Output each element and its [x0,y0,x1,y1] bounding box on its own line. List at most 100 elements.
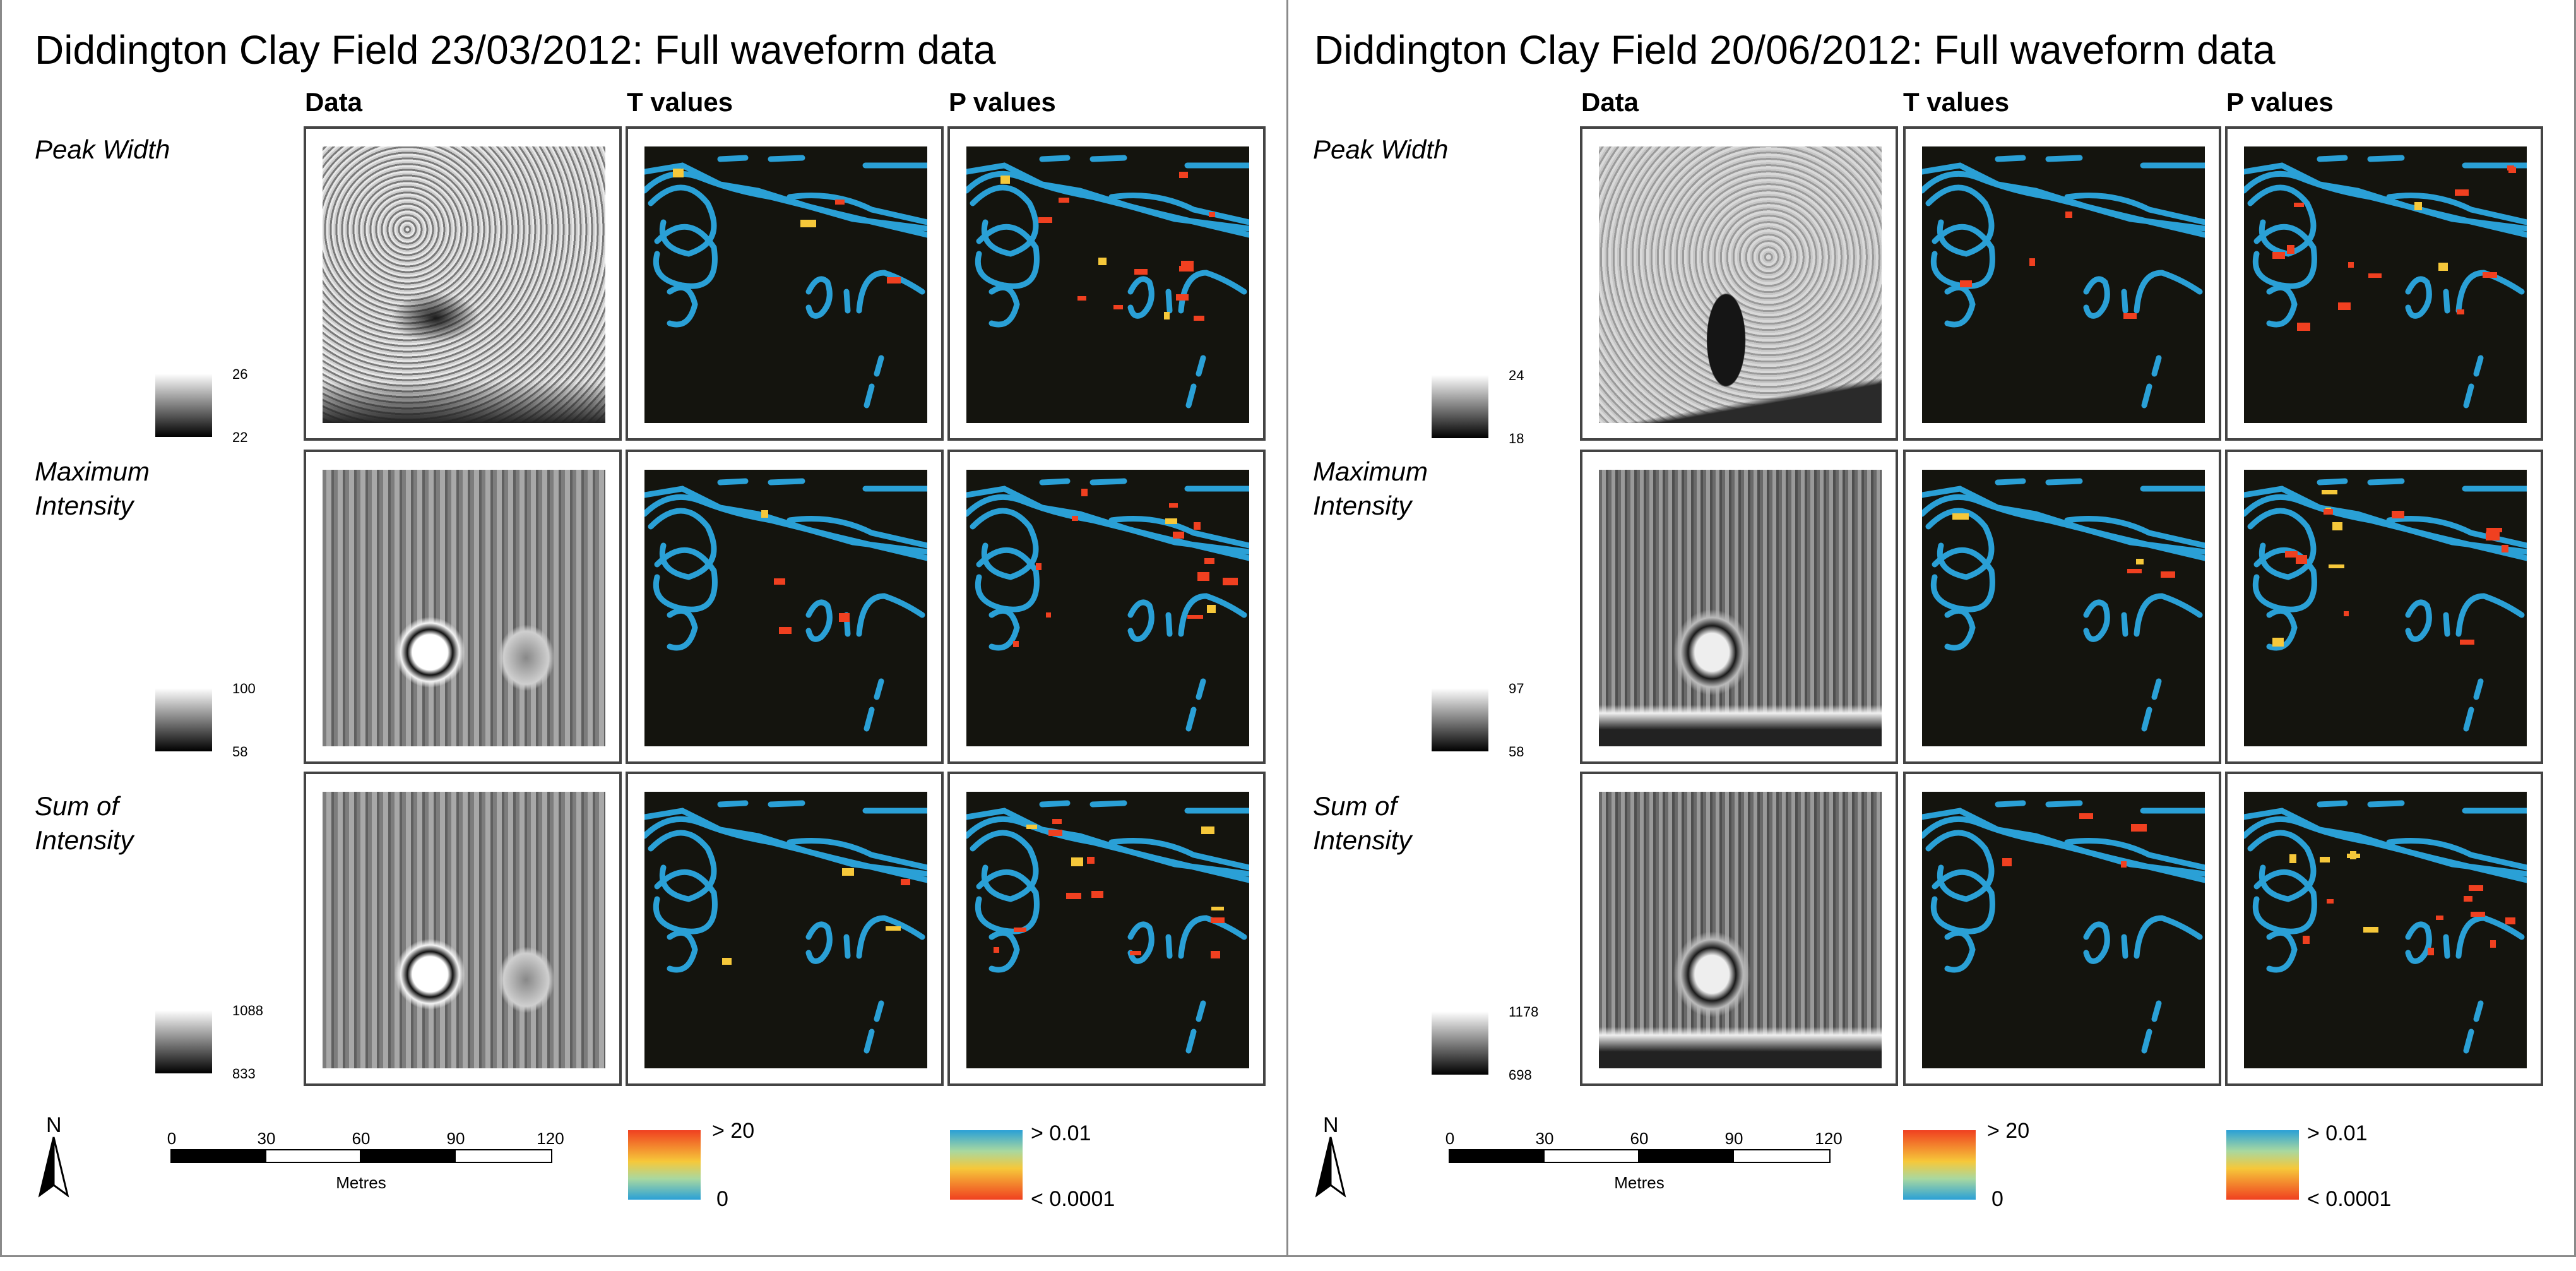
feature-line [1922,816,2205,883]
p-map-peak-width [2225,126,2543,441]
feature-line [667,929,698,973]
significance-patch [1960,280,1972,287]
grayscale-raster [1599,146,1882,423]
t-map-sum-of-intensity [1903,772,2221,1086]
legend-max-label: 100 [232,681,256,696]
row-label-sum-of-intensity: Sum of Intensity [35,791,134,855]
data-legend-peak-width [155,374,212,437]
significance-patch [2348,262,2354,268]
feature-line [805,276,833,319]
feature-line [1178,593,1247,637]
feature-line [2045,478,2083,486]
significance-patch [2332,522,2342,530]
feature-line [856,915,925,959]
data-legend-peak-width [1432,375,1488,438]
significance-patch [1026,825,1037,829]
significance-patch [1000,176,1010,184]
significance-patch [2428,948,2434,955]
feature-line [805,921,833,964]
feature-line [966,816,1249,883]
significance-patch [2486,532,2500,540]
significance-patch [2121,861,2127,868]
north-arrow: N [35,1113,73,1203]
significance-patch [2469,885,2483,891]
panel-march: Diddington Clay Field 23/03/2012: Full w… [0,0,1281,1253]
feature-line [1925,184,1995,257]
scale-bar [170,1149,552,1164]
significance-patch [2065,212,2072,218]
significance-patch [1048,830,1062,836]
significance-patch [1194,316,1204,321]
feature-line [717,478,749,486]
data-image-maximum-intensity [304,450,622,764]
significance-patch [2350,851,2356,859]
legend-max-label: 26 [232,366,248,382]
feature-line [874,1000,884,1022]
t-values-colorbar [1903,1130,1976,1200]
feature-line [2134,270,2203,314]
feature-line [2463,707,2474,732]
feature-line [856,270,925,314]
feature-line [786,516,927,549]
scale-tick-label: 120 [537,1129,564,1148]
feature-line [1039,800,1071,808]
feature-line [2141,383,2152,409]
significance-patch [901,879,910,885]
significance-patch [1209,212,1215,217]
feature-line [2317,800,2348,808]
feature-line [2141,707,2152,732]
panel-divider [1286,0,1288,1256]
significance-patch [1164,312,1170,319]
significance-patch [779,627,792,634]
scale-unit-label: Metres [336,1173,386,1192]
feature-map [644,470,927,746]
column-header-p-values: P values [949,87,1056,117]
significance-patch [2392,511,2404,518]
significance-patch [1207,605,1216,613]
feature-line [2266,284,2298,328]
significance-patch [2294,203,2304,207]
feature-line [2463,383,2474,409]
feature-line [2252,547,2317,612]
feature-line [1089,800,1127,808]
significance-patch [2486,528,2502,532]
legend-max-label: 1178 [1509,1004,1539,1020]
feature-line [1127,276,1154,319]
feature-line [874,678,884,700]
feature-line [864,707,875,732]
scale-tick-label: 120 [1815,1129,1843,1148]
column-header-data: Data [305,87,363,117]
significance-patch [1077,296,1086,301]
p-values-colorbar [2226,1130,2299,1200]
significance-patch [2368,273,2382,278]
significance-patch [2414,202,2422,210]
frame-bottom-border [0,1255,2576,1257]
significance-patch [1091,891,1103,898]
feature-line [2367,800,2405,808]
significance-patch [1052,819,1062,824]
scale-tick-label: 90 [1724,1129,1743,1148]
feature-line [2405,599,2432,642]
significance-patch [2502,545,2508,552]
significance-patch [2320,857,2330,862]
data-image-sum-of-intensity [304,772,622,1086]
row-label-maximum-intensity: Maximum Intensity [1313,456,1428,520]
feature-line [1165,289,1173,314]
feature-line [856,593,925,637]
feature-line [2473,355,2484,377]
significance-patch [1072,516,1078,521]
feature-map [1922,470,2205,746]
significance-patch [673,169,684,177]
feature-line [1089,155,1127,162]
feature-map [966,470,1249,746]
feature-line [2473,678,2484,700]
feature-line [1922,170,2205,238]
significance-patch [2079,813,2093,819]
grayscale-raster [323,146,605,423]
feature-line [2151,1000,2162,1022]
feature-map [644,146,927,423]
feature-map [966,146,1249,423]
significance-patch [2287,245,2294,254]
panel-june: Diddington Clay Field 20/06/2012: Full w… [1281,0,2563,1253]
significance-patch [2338,302,2351,310]
